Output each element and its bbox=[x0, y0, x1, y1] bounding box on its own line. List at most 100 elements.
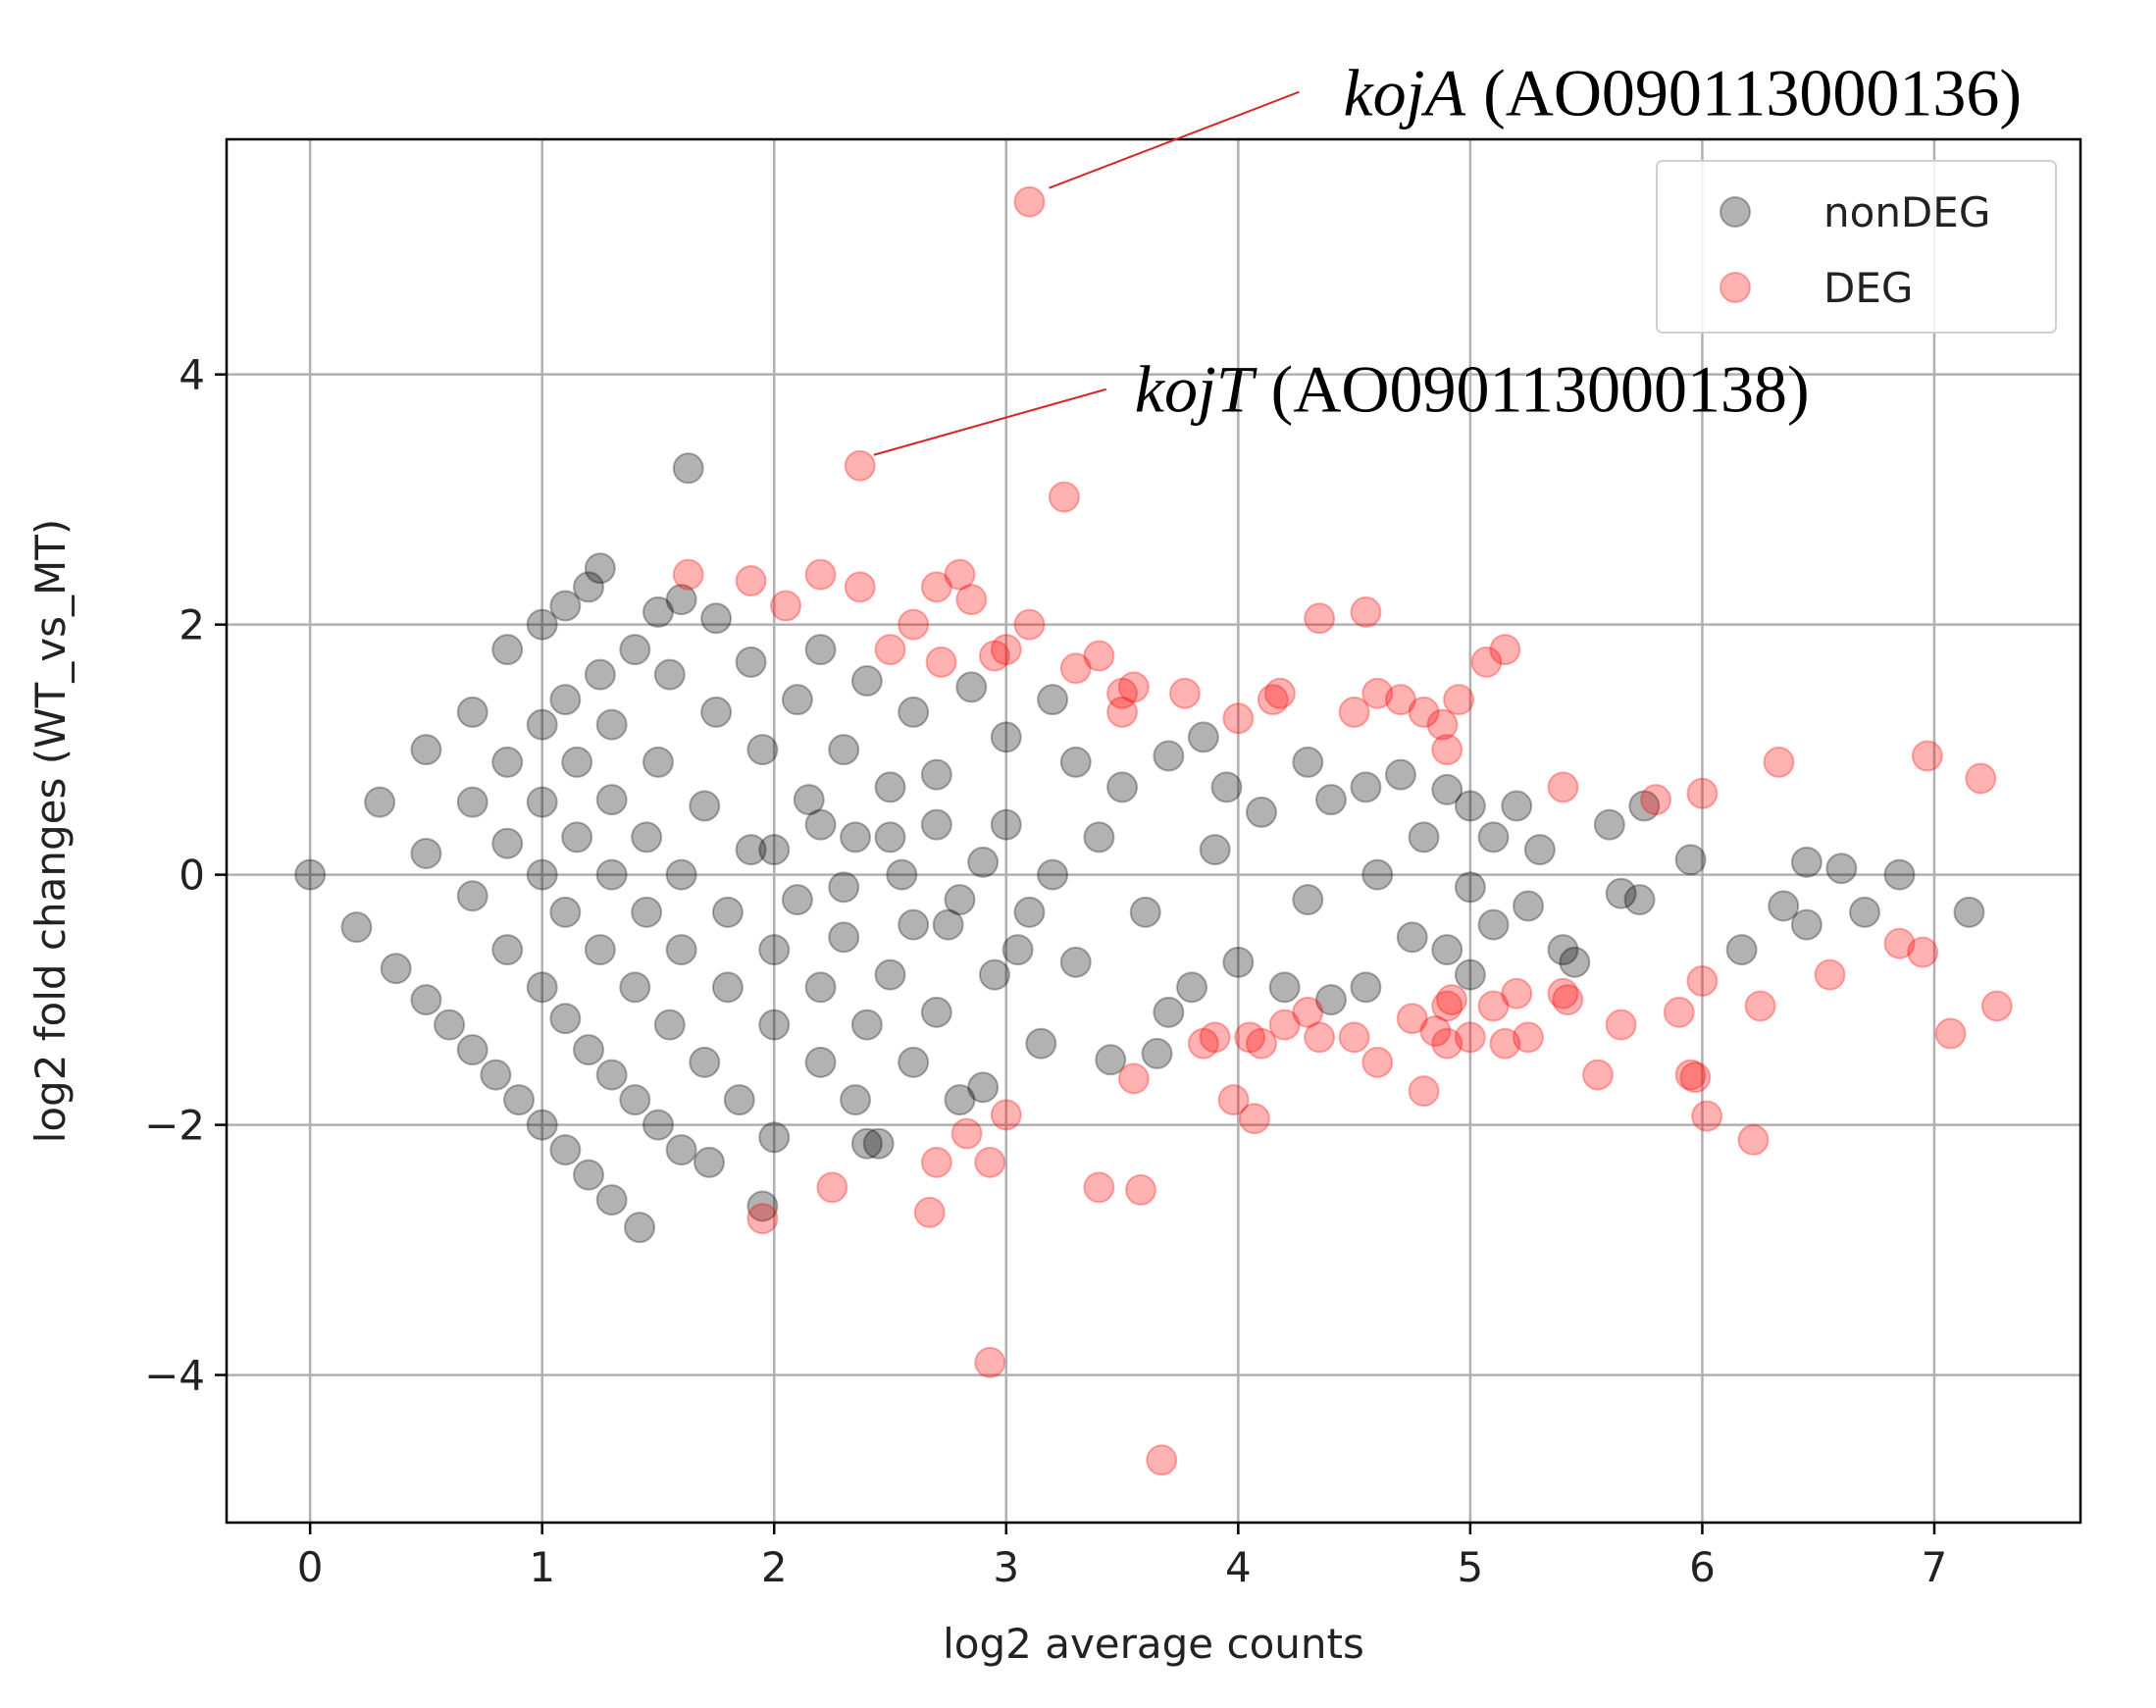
point bbox=[955, 671, 988, 703]
point bbox=[672, 452, 704, 485]
point bbox=[1199, 834, 1231, 866]
point bbox=[1408, 696, 1440, 728]
x-tick-label: 6 bbox=[1689, 1543, 1716, 1591]
point bbox=[526, 708, 558, 741]
x-tick-label: 0 bbox=[297, 1543, 324, 1591]
point bbox=[711, 971, 744, 1004]
point bbox=[1187, 1027, 1219, 1060]
point bbox=[410, 734, 442, 766]
point bbox=[990, 634, 1022, 666]
point bbox=[1489, 1027, 1521, 1060]
point bbox=[491, 934, 524, 966]
point bbox=[886, 858, 918, 891]
point bbox=[1883, 858, 1916, 891]
point bbox=[1083, 821, 1115, 854]
point bbox=[1883, 927, 1916, 959]
point bbox=[549, 590, 582, 622]
y-tick-label: 0 bbox=[179, 852, 205, 900]
point bbox=[642, 746, 674, 778]
point bbox=[526, 1109, 558, 1141]
point bbox=[874, 634, 906, 666]
point bbox=[804, 558, 837, 591]
point bbox=[804, 634, 837, 666]
point bbox=[1674, 844, 1707, 876]
point bbox=[1547, 977, 1579, 1009]
point bbox=[619, 1084, 651, 1116]
point bbox=[1083, 640, 1115, 672]
point bbox=[1168, 677, 1201, 709]
point bbox=[1454, 790, 1486, 822]
point bbox=[874, 821, 906, 854]
point bbox=[746, 1190, 779, 1222]
point bbox=[978, 958, 1010, 991]
point bbox=[804, 1046, 837, 1078]
point bbox=[1431, 773, 1463, 805]
point bbox=[1408, 1075, 1440, 1108]
point bbox=[380, 953, 412, 985]
point bbox=[850, 1009, 883, 1041]
point bbox=[1686, 777, 1719, 809]
point bbox=[1106, 677, 1139, 709]
point bbox=[653, 658, 686, 691]
point bbox=[1790, 846, 1822, 878]
x-tick-label: 7 bbox=[1922, 1543, 1948, 1591]
y-tick-label: 2 bbox=[179, 601, 205, 649]
point bbox=[1396, 921, 1428, 954]
point bbox=[1083, 1171, 1115, 1204]
point bbox=[781, 884, 813, 916]
point bbox=[913, 1196, 946, 1228]
point bbox=[1547, 934, 1579, 966]
point bbox=[920, 1146, 952, 1178]
point bbox=[595, 858, 628, 891]
point bbox=[967, 846, 1000, 878]
point bbox=[828, 734, 860, 766]
point bbox=[619, 634, 651, 666]
point bbox=[804, 971, 837, 1004]
point bbox=[758, 934, 791, 966]
point bbox=[1314, 984, 1347, 1016]
point bbox=[434, 1009, 466, 1041]
point bbox=[584, 658, 616, 691]
legend-marker bbox=[1720, 196, 1751, 228]
point bbox=[503, 1084, 536, 1116]
point bbox=[898, 1046, 930, 1078]
point bbox=[1361, 677, 1394, 709]
point bbox=[1210, 771, 1243, 803]
point bbox=[1013, 608, 1046, 641]
point bbox=[1628, 790, 1661, 822]
point bbox=[1674, 1059, 1707, 1091]
point bbox=[1523, 834, 1556, 866]
point bbox=[573, 571, 605, 603]
x-tick-label: 1 bbox=[529, 1543, 555, 1591]
point bbox=[1640, 784, 1672, 816]
y-tick-label: −4 bbox=[144, 1352, 205, 1400]
point bbox=[340, 911, 373, 944]
y-tick-label: 4 bbox=[179, 351, 205, 399]
point bbox=[1013, 185, 1046, 218]
point bbox=[672, 558, 704, 591]
point bbox=[549, 1134, 582, 1166]
point bbox=[561, 746, 593, 778]
point bbox=[1470, 646, 1503, 678]
point bbox=[1477, 821, 1510, 854]
point bbox=[1763, 746, 1795, 778]
point bbox=[1477, 908, 1510, 941]
point bbox=[955, 584, 988, 616]
point bbox=[1431, 1027, 1463, 1060]
point bbox=[491, 634, 524, 666]
x-tick-label: 4 bbox=[1225, 1543, 1252, 1591]
point bbox=[944, 558, 976, 591]
point bbox=[1384, 758, 1416, 791]
point bbox=[631, 821, 663, 854]
point bbox=[1263, 677, 1296, 709]
point bbox=[1477, 990, 1510, 1022]
point bbox=[526, 858, 558, 891]
point bbox=[526, 608, 558, 641]
point bbox=[974, 1146, 1006, 1178]
annotation: kojA (AO090113000136) bbox=[1343, 56, 2022, 130]
point bbox=[1679, 1061, 1712, 1094]
point bbox=[456, 696, 488, 728]
point bbox=[665, 1134, 697, 1166]
point bbox=[693, 1146, 726, 1178]
point bbox=[1350, 595, 1382, 628]
